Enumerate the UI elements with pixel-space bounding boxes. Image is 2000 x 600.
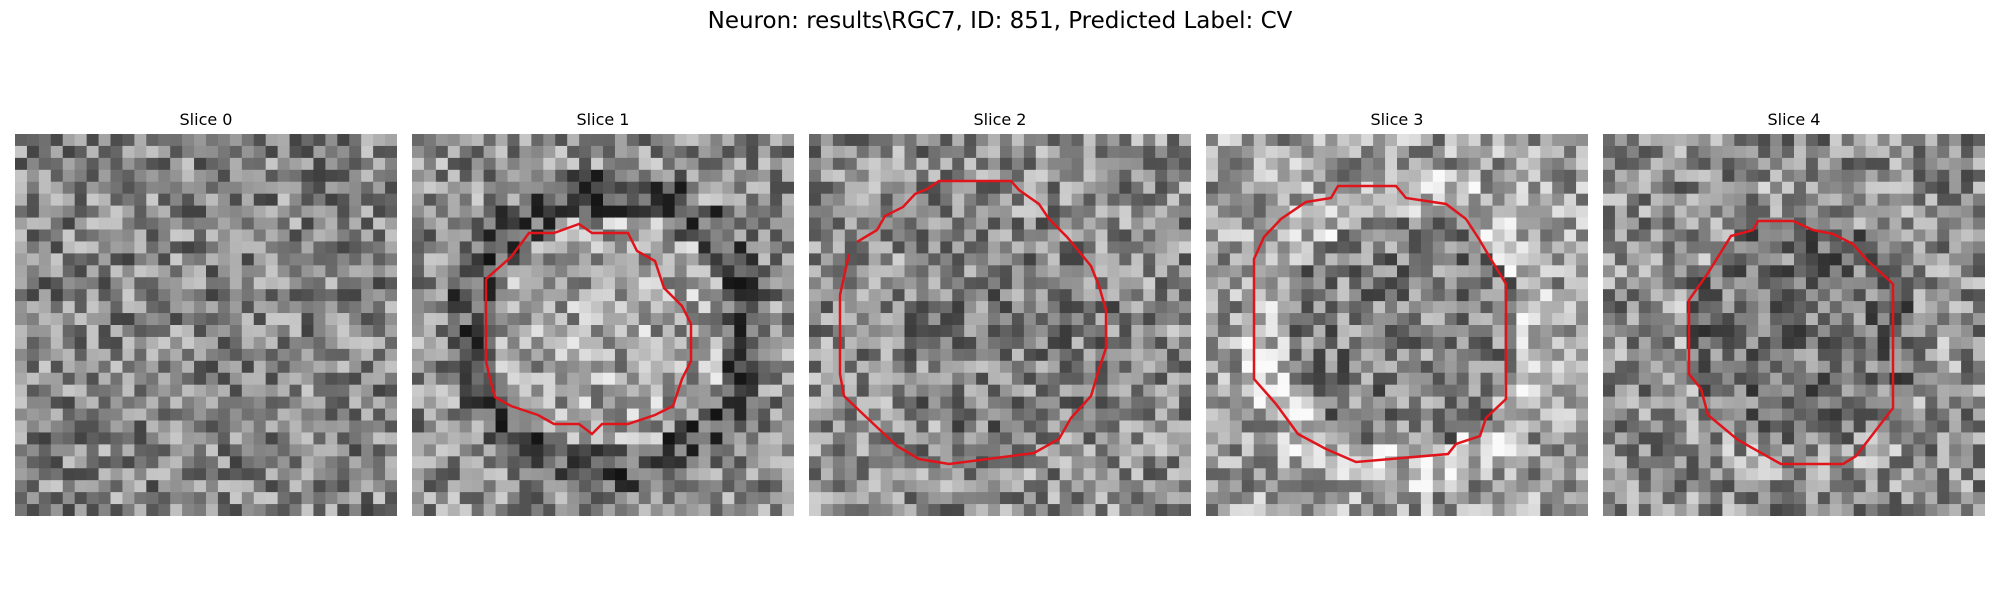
slice-panel-1: Slice 1 <box>412 108 794 516</box>
slice-panel-0: Slice 0 <box>15 108 397 516</box>
slice-title-4: Slice 4 <box>1767 110 1821 129</box>
slice-image-2 <box>809 134 1191 516</box>
slice-image-1 <box>412 134 794 516</box>
cell-outline-1 <box>484 222 693 436</box>
slice-image-0 <box>15 134 397 516</box>
slice-panel-2: Slice 2 <box>809 108 1191 516</box>
slice-panel-3: Slice 3 <box>1206 108 1588 516</box>
slice-title-0: Slice 0 <box>179 110 233 129</box>
pixel-grid-1 <box>412 134 794 516</box>
pixel-grid-0 <box>15 134 397 516</box>
figure-title: Neuron: results\RGC7, ID: 851, Predicted… <box>707 8 1293 34</box>
pixel-grid-4 <box>1603 134 1985 516</box>
slice-panel-4: Slice 4 <box>1603 108 1985 516</box>
slice-image-4 <box>1603 134 1985 516</box>
slice-title-3: Slice 3 <box>1370 110 1424 129</box>
pixel-grid-2 <box>809 134 1191 516</box>
cell-outline-3 <box>1252 184 1508 464</box>
pixel-grid-3 <box>1206 134 1588 516</box>
slice-title-1: Slice 1 <box>576 110 630 129</box>
slice-image-3 <box>1206 134 1588 516</box>
cell-outline-4 <box>1687 219 1895 466</box>
slice-title-2: Slice 2 <box>973 110 1027 129</box>
cell-outline-2 <box>838 179 1108 466</box>
